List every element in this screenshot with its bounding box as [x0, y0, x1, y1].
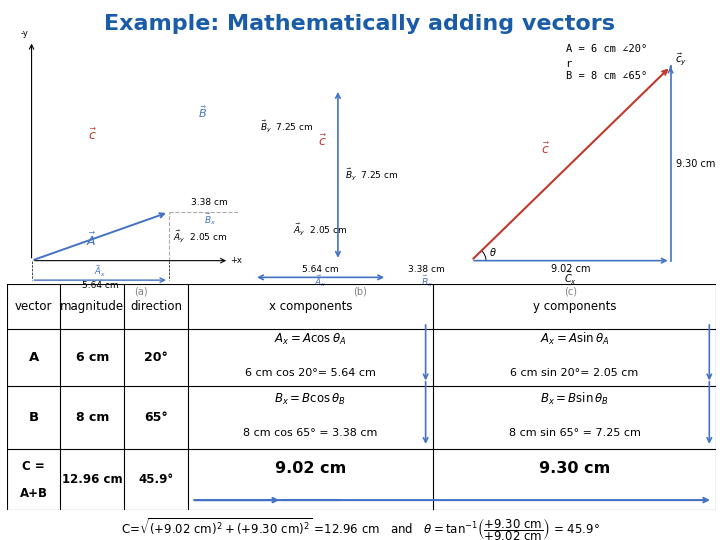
Text: A: A: [29, 350, 39, 364]
Text: $\vec{A}_x$: $\vec{A}_x$: [315, 274, 327, 289]
Text: vector: vector: [15, 300, 53, 313]
Text: $\theta$: $\theta$: [489, 246, 497, 259]
Text: 3.38 cm: 3.38 cm: [192, 198, 228, 207]
Text: 45.9°: 45.9°: [138, 473, 174, 486]
Text: 8 cm sin 65° = 7.25 cm: 8 cm sin 65° = 7.25 cm: [508, 428, 641, 438]
Text: C=$\sqrt{(+9.02\ \rm{cm})^2+(+9.30\ \rm{cm})^2}$ =12.96 cm   and   $\theta = \ta: C=$\sqrt{(+9.02\ \rm{cm})^2+(+9.30\ \rm{…: [120, 516, 600, 540]
Text: $A_x = A\sin\theta_A$: $A_x = A\sin\theta_A$: [540, 331, 609, 347]
Text: 6 cm cos 20°= 5.64 cm: 6 cm cos 20°= 5.64 cm: [245, 368, 376, 378]
Text: r: r: [565, 59, 572, 69]
Text: 65°: 65°: [144, 411, 168, 424]
Text: $\vec{B}_y$  7.25 cm: $\vec{B}_y$ 7.25 cm: [259, 118, 313, 134]
Text: $\vec{c}_y$: $\vec{c}_y$: [675, 51, 687, 67]
Text: $\vec{c}$: $\vec{c}$: [541, 141, 550, 157]
Text: 8 cm cos 65° = 3.38 cm: 8 cm cos 65° = 3.38 cm: [243, 428, 377, 438]
Text: 9.30 cm: 9.30 cm: [676, 159, 716, 168]
Text: $\vec{A}_x$: $\vec{A}_x$: [94, 264, 106, 280]
Text: A = 6 cm ∠20°: A = 6 cm ∠20°: [565, 44, 647, 53]
Text: $\vec{B}_x$: $\vec{B}_x$: [204, 211, 216, 227]
Text: $B_x = B\sin\theta_B$: $B_x = B\sin\theta_B$: [540, 391, 609, 407]
Text: C =: C =: [22, 460, 45, 472]
Text: +x: +x: [230, 256, 243, 265]
Text: 3.38 cm: 3.38 cm: [408, 265, 445, 274]
Text: x components: x components: [269, 300, 352, 313]
Text: 5.64 cm: 5.64 cm: [82, 281, 119, 291]
Text: Example: Mathematically adding vectors: Example: Mathematically adding vectors: [104, 14, 616, 33]
Text: 12.96 cm: 12.96 cm: [62, 473, 122, 486]
Text: (a): (a): [135, 286, 148, 296]
Text: 6 cm: 6 cm: [76, 350, 109, 364]
Text: $\vec{B}_y$  7.25 cm: $\vec{B}_y$ 7.25 cm: [345, 167, 398, 183]
Text: $\vec{c}$: $\vec{c}$: [89, 127, 98, 143]
Text: $\vec{C}_x$: $\vec{C}_x$: [564, 269, 577, 287]
Text: $\vec{A}_y$  2.05 cm: $\vec{A}_y$ 2.05 cm: [294, 222, 348, 238]
Text: B: B: [29, 411, 39, 424]
Text: -y: -y: [21, 29, 29, 38]
Text: 9.02 cm: 9.02 cm: [551, 264, 590, 274]
Text: B = 8 cm ∠65°: B = 8 cm ∠65°: [565, 71, 647, 82]
Text: A+B: A+B: [19, 487, 48, 500]
Text: 5.64 cm: 5.64 cm: [302, 265, 339, 274]
Text: magnitude: magnitude: [60, 300, 125, 313]
Text: direction: direction: [130, 300, 182, 313]
Text: $\vec{B}_x$: $\vec{B}_x$: [420, 274, 433, 289]
Text: $\vec{c}$: $\vec{c}$: [318, 134, 327, 149]
Text: 9.02 cm: 9.02 cm: [275, 461, 346, 476]
Text: $B_x = B\cos\theta_B$: $B_x = B\cos\theta_B$: [274, 392, 346, 407]
Text: $\vec{A}$: $\vec{A}$: [86, 232, 96, 249]
Text: $\vec{B}$: $\vec{B}$: [197, 104, 207, 120]
Text: (c): (c): [564, 286, 577, 296]
Text: 20°: 20°: [144, 350, 168, 364]
Text: $\vec{A}_y$  2.05 cm: $\vec{A}_y$ 2.05 cm: [173, 228, 228, 245]
Text: y components: y components: [533, 300, 616, 313]
Text: 6 cm sin 20°= 2.05 cm: 6 cm sin 20°= 2.05 cm: [510, 368, 639, 378]
Text: $A_x = A\cos\theta_A$: $A_x = A\cos\theta_A$: [274, 332, 346, 347]
Text: 9.30 cm: 9.30 cm: [539, 461, 610, 476]
Text: (b): (b): [354, 286, 367, 296]
Text: 8 cm: 8 cm: [76, 411, 109, 424]
